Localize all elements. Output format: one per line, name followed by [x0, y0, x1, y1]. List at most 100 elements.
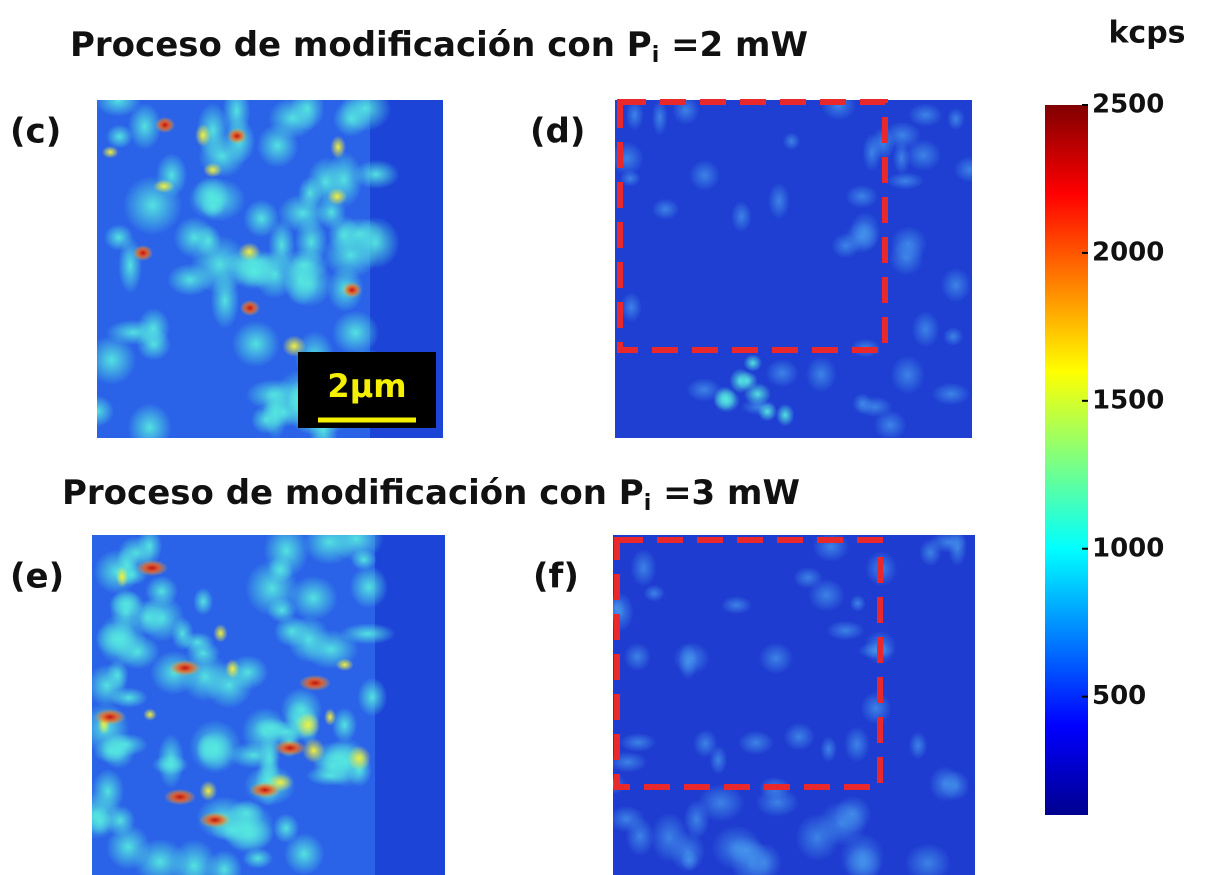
texture: [143, 708, 157, 720]
texture: [201, 194, 225, 218]
texture: [102, 146, 119, 158]
texture: [324, 708, 336, 725]
colorbar-tick-label: 1500: [1092, 385, 1164, 415]
texture: [821, 90, 856, 120]
texture: [947, 108, 965, 130]
texture: [290, 87, 325, 131]
texture: [831, 233, 860, 258]
texture: [257, 124, 299, 168]
texture: [222, 801, 275, 854]
texture: [652, 100, 668, 136]
texture: [886, 172, 924, 189]
colorbar-tick-label: 2000: [1092, 237, 1164, 267]
panel-label: (f): [533, 557, 579, 597]
texture: [137, 308, 170, 348]
texture: [357, 678, 387, 717]
texture: [812, 531, 849, 562]
texture: [624, 643, 651, 672]
texture: [199, 781, 217, 802]
texture: [349, 566, 388, 609]
texture: [808, 578, 845, 611]
texture: [783, 132, 801, 150]
texture: [158, 733, 185, 788]
texture: [106, 824, 150, 870]
image-panel: [70, 517, 445, 875]
texture: [347, 746, 371, 771]
image-panel: [610, 90, 986, 440]
texture: [225, 659, 239, 679]
texture: [619, 733, 656, 752]
texture: [943, 327, 963, 346]
texture: [145, 575, 178, 607]
texture: [340, 86, 391, 132]
texture: [137, 527, 163, 565]
colorbar-tick-label: 1000: [1092, 533, 1164, 563]
texture: [295, 712, 320, 738]
texture: [954, 156, 985, 182]
texture: [332, 310, 379, 355]
texture: [232, 321, 280, 368]
texture: [652, 198, 680, 219]
texture: [329, 517, 383, 561]
texture: [91, 769, 124, 814]
texture: [610, 141, 644, 175]
texture: [776, 404, 794, 427]
texture: [238, 242, 260, 261]
texture: [909, 732, 928, 760]
texture: [693, 729, 717, 757]
texture: [625, 817, 654, 856]
colorbar-ticks: 500 1000 1500 2000 2500: [1082, 90, 1164, 712]
texture: [874, 410, 907, 440]
texture: [196, 733, 218, 763]
texture: [199, 812, 231, 828]
texture: [336, 658, 354, 670]
texture: [249, 782, 281, 798]
colorbar: [1045, 105, 1088, 815]
texture: [327, 188, 347, 205]
texture: [912, 311, 940, 348]
texture: [302, 738, 325, 763]
texture: [860, 692, 891, 725]
figure: Proceso de modificación con Pi =2 mW Pro…: [0, 0, 1205, 875]
texture: [643, 585, 665, 602]
texture: [94, 549, 140, 594]
texture: [713, 389, 739, 413]
colorbar-tick-label: 2500: [1092, 90, 1164, 120]
texture: [795, 814, 839, 862]
texture: [136, 560, 168, 576]
panel-label: (e): [10, 557, 64, 597]
texture: [721, 596, 752, 614]
texture: [153, 180, 175, 193]
texture: [155, 117, 175, 133]
texture: [608, 752, 648, 773]
texture: [862, 133, 881, 172]
texture: [738, 731, 774, 755]
scale-bar-label: 2μm: [327, 367, 406, 405]
texture: [765, 359, 798, 387]
texture: [118, 237, 142, 294]
texture: [889, 240, 924, 276]
texture: [844, 726, 870, 762]
colorbar-tick-label: 500: [1092, 681, 1146, 711]
texture: [330, 136, 346, 159]
texture: [850, 595, 866, 612]
texture: [755, 788, 799, 818]
texture: [93, 739, 129, 764]
texture: [744, 383, 771, 406]
texture: [213, 624, 227, 642]
texture: [110, 589, 143, 633]
texture: [274, 740, 306, 756]
texture: [94, 709, 126, 725]
texture: [203, 163, 222, 178]
panel-label: (d): [530, 112, 585, 152]
image-panel: [600, 530, 975, 875]
texture: [227, 128, 247, 144]
texture: [783, 723, 814, 751]
texture: [905, 139, 941, 171]
texture: [941, 268, 971, 303]
texture: [908, 103, 942, 127]
texture: [607, 592, 634, 632]
texture: [948, 530, 967, 567]
texture: [826, 621, 865, 641]
texture: [744, 354, 763, 371]
